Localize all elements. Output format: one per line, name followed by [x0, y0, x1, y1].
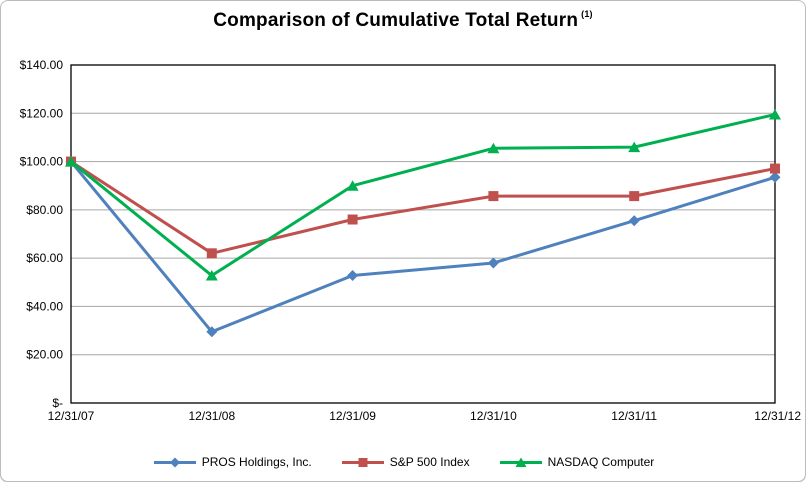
legend-item-pros-holdings-inc: PROS Holdings, Inc.: [152, 455, 312, 469]
y-axis-tick-label: $60.00: [26, 251, 63, 265]
plot-border: [70, 64, 776, 404]
y-axis-tick-label: $140.00: [20, 58, 64, 72]
x-axis-tick-label: 12/31/11: [611, 409, 657, 423]
legend-item-nasdaq-computer: NASDAQ Computer: [498, 455, 655, 469]
y-axis-tick-label: $-: [52, 396, 63, 410]
x-axis-tick-label: 12/31/12: [754, 409, 801, 423]
data-point-pros-holdings-inc: [628, 215, 640, 227]
data-point-nasdaq-computer: [65, 156, 77, 167]
data-point-s-p-500-index: [629, 191, 640, 202]
x-axis-tick-label: 12/31/08: [188, 409, 235, 423]
legend-triangle-marker-icon: [499, 457, 542, 467]
x-axis-tick-label: 12/31/09: [329, 409, 376, 423]
data-point-pros-holdings-inc: [769, 171, 781, 183]
chart-title: Comparison of Cumulative Total Return (1): [1, 8, 805, 32]
data-point-pros-holdings-inc: [487, 257, 499, 269]
chart-title-footnote-marker: (1): [581, 8, 593, 19]
y-axis-tick-label: $120.00: [20, 106, 64, 120]
data-point-nasdaq-computer: [628, 141, 641, 153]
data-point-s-p-500-index: [206, 248, 217, 259]
series-line-pros-holdings-inc: [69, 160, 777, 334]
y-axis-tick-label: $80.00: [26, 203, 63, 217]
y-axis-tick-label: $100.00: [20, 155, 64, 169]
data-point-pros-holdings-inc: [347, 270, 359, 282]
y-axis-tick-label: $20.00: [26, 348, 63, 362]
data-point-nasdaq-computer: [346, 180, 359, 191]
data-point-nasdaq-computer: [205, 270, 218, 281]
legend-label: NASDAQ Computer: [547, 455, 655, 469]
chart-legend: PROS Holdings, Inc. S&P 500 Index NASDAQ C…: [1, 455, 805, 469]
data-point-s-p-500-index: [488, 191, 499, 202]
legend-square-marker-icon: [341, 457, 384, 467]
legend-diamond-marker-icon: [153, 457, 196, 467]
data-point-nasdaq-computer: [769, 108, 781, 120]
series-line-nasdaq-computer: [69, 112, 777, 278]
data-point-s-p-500-index: [770, 163, 780, 174]
x-axis-tick-label: 12/31/10: [470, 409, 517, 423]
series-line-s-p-500-index: [69, 160, 777, 255]
x-axis-tick-label: 12/31/07: [48, 409, 95, 423]
data-point-pros-holdings-inc: [206, 326, 218, 338]
legend-label: PROS Holdings, Inc.: [201, 455, 312, 469]
data-point-s-p-500-index: [347, 214, 358, 225]
y-axis-tick-label: $40.00: [26, 299, 63, 313]
legend-label: S&P 500 Index: [389, 455, 470, 469]
legend-item-s-p-500-index: S&P 500 Index: [340, 455, 470, 469]
data-point-nasdaq-computer: [487, 142, 500, 154]
chart-title-text: Comparison of Cumulative Total Return: [213, 10, 579, 31]
